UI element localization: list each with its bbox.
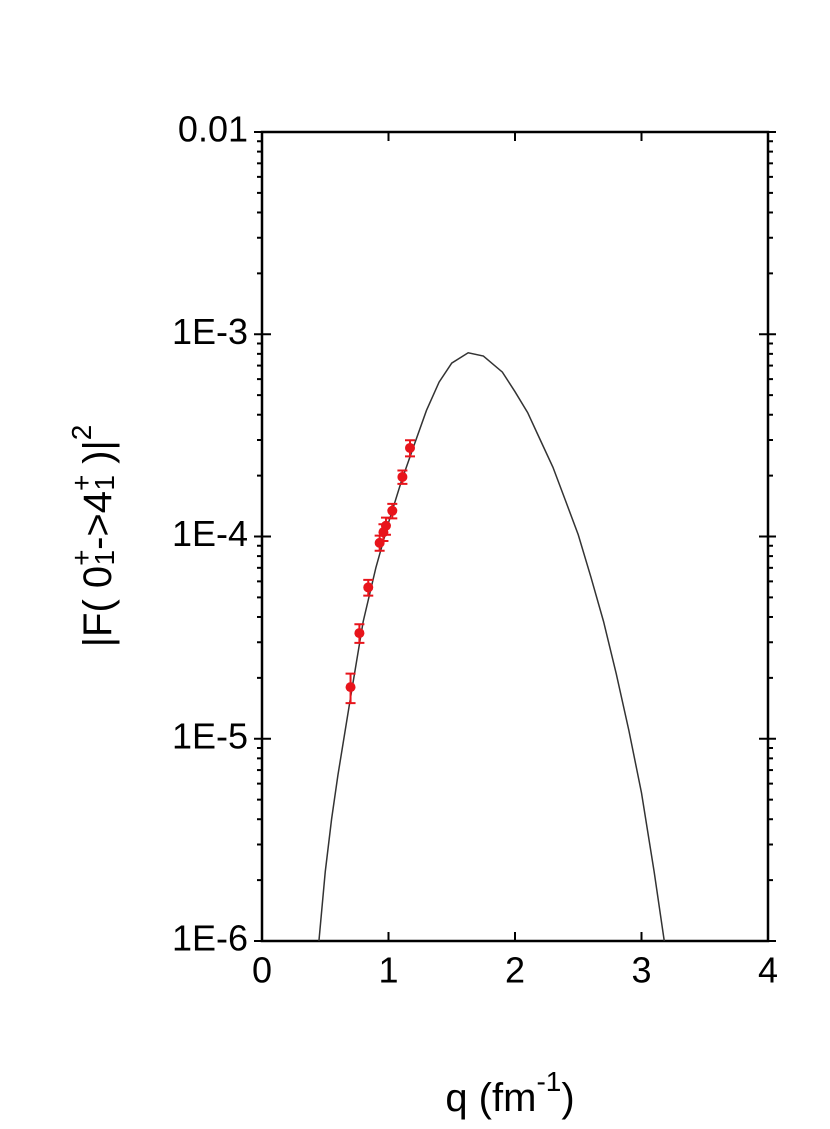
- y-axis-label-part: 2: [66, 425, 97, 441]
- y-tick-label: 1E-6: [172, 918, 248, 959]
- y-axis-label: |F( 0+1->4+1 )|2: [66, 425, 121, 648]
- data-point: [363, 582, 374, 593]
- y-axis-label-part: )|: [76, 440, 120, 475]
- y-axis-label-part: 1: [89, 550, 120, 566]
- x-tick-label: 4: [758, 950, 778, 991]
- y-axis-label-part: |F( 0: [76, 566, 120, 648]
- data-point: [354, 628, 365, 639]
- x-axis-label-part: q (fm: [445, 1076, 536, 1120]
- y-axis-label-part: +: [66, 549, 97, 565]
- data-point: [345, 682, 356, 693]
- x-axis-label-part: ): [561, 1076, 574, 1120]
- y-tick-label: 1E-3: [172, 311, 248, 352]
- y-axis-label-part: ->4: [76, 491, 120, 550]
- data-point: [387, 505, 398, 516]
- y-tick-label: 1E-5: [172, 715, 248, 756]
- x-axis-label-part: -1: [536, 1066, 561, 1097]
- data-point: [397, 471, 408, 482]
- y-axis-label-part: 1: [89, 475, 120, 491]
- x-tick-label: 3: [631, 950, 651, 991]
- x-axis-label: q (fm-1): [445, 1066, 574, 1120]
- x-tick-label: 1: [378, 950, 398, 991]
- theory-curve: [318, 351, 666, 942]
- y-tick-label: 0.01: [178, 109, 248, 150]
- y-tick-label: 1E-4: [172, 513, 248, 554]
- data-point: [405, 442, 416, 453]
- data-point: [380, 520, 391, 531]
- x-tick-label: 2: [505, 950, 525, 991]
- y-axis-label-part: +: [66, 475, 97, 491]
- x-tick-label: 0: [252, 950, 272, 991]
- plot-frame: [260, 130, 770, 943]
